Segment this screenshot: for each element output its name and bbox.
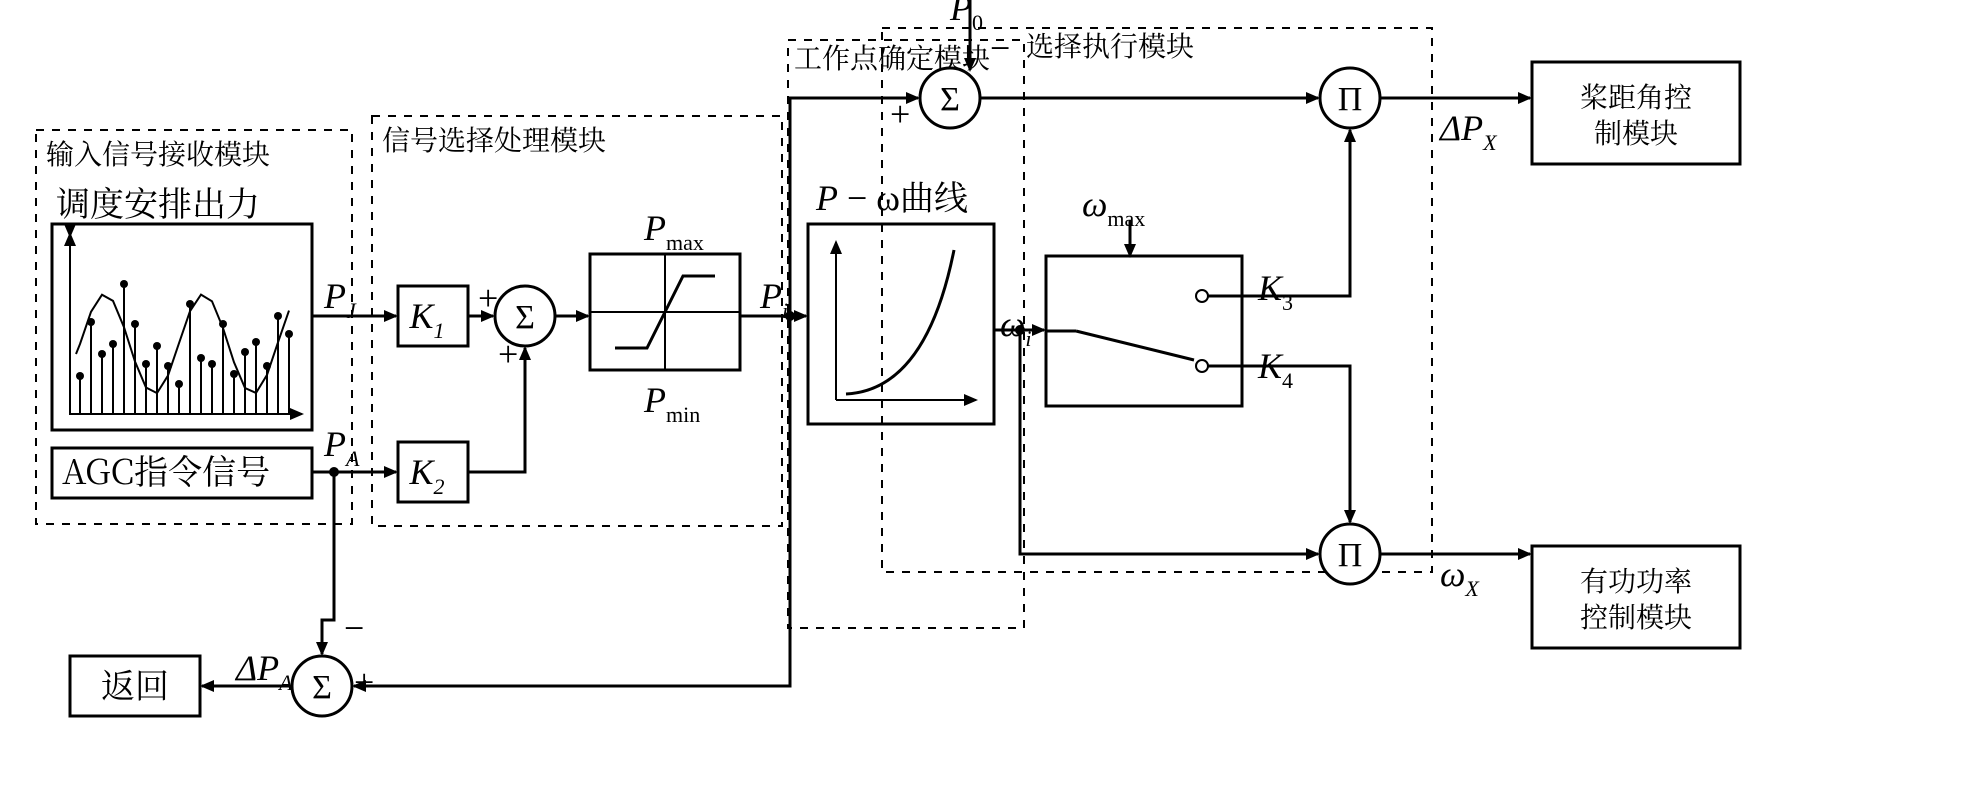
gain-K2-label: K2 xyxy=(408,452,444,499)
module-signal_proc-label: 信号选择处理模块 xyxy=(382,119,606,159)
label-Pmax: Pmax xyxy=(643,208,704,255)
node-1 xyxy=(329,467,339,477)
pw-curve-line xyxy=(846,250,954,394)
box-active-line1: 控制模块 xyxy=(1580,596,1692,636)
label-wmax: ωmax xyxy=(1082,184,1145,231)
label-minus3: − xyxy=(990,28,1010,68)
label-plus3: + xyxy=(890,94,910,134)
box-return-label: 返回 xyxy=(101,659,169,708)
box-pitch-line1: 制模块 xyxy=(1594,112,1678,152)
label-P0: P0 xyxy=(949,0,983,35)
op-sigma2-symbol: Σ xyxy=(940,81,960,118)
dispatch-title: 调度安排出力 xyxy=(56,177,260,226)
op-sigma1-symbol: Σ xyxy=(515,299,535,336)
label-PA: PA xyxy=(323,424,360,471)
label-plus4: + xyxy=(354,662,374,702)
box-active-line0: 有功功率 xyxy=(1580,560,1692,600)
label-K4: K4 xyxy=(1257,346,1293,393)
agc-label: AGC指令信号 xyxy=(62,445,270,494)
label-dPA: ΔPA xyxy=(234,648,293,695)
box-pitch-line0: 桨距角控 xyxy=(1580,76,1692,116)
label-plus2: + xyxy=(498,334,518,374)
op-pi1-symbol: Π xyxy=(1338,81,1363,118)
label-Pmin: Pmin xyxy=(643,380,700,427)
label-K3: K3 xyxy=(1257,268,1293,315)
label-dPX: ΔPX xyxy=(1438,108,1498,155)
op-pi2-symbol: Π xyxy=(1338,537,1363,574)
module-exec_select-label: 选择执行模块 xyxy=(1026,25,1194,65)
gain-K1-label: K1 xyxy=(408,296,444,343)
module-input_recv-label: 输入信号接收模块 xyxy=(46,133,270,173)
conn-PA-down xyxy=(322,472,334,654)
op-sigma3-symbol: Σ xyxy=(312,669,332,706)
label-wX: ωX xyxy=(1440,554,1480,601)
label-minus4: − xyxy=(344,608,364,648)
conn-switch-to-pi2 xyxy=(1242,366,1350,522)
pw-curve-title: P − ω曲线 xyxy=(815,171,968,220)
label-plus1: + xyxy=(478,278,498,318)
label-wi: ωi xyxy=(1000,304,1032,351)
label-Pi: Pi xyxy=(759,276,788,323)
